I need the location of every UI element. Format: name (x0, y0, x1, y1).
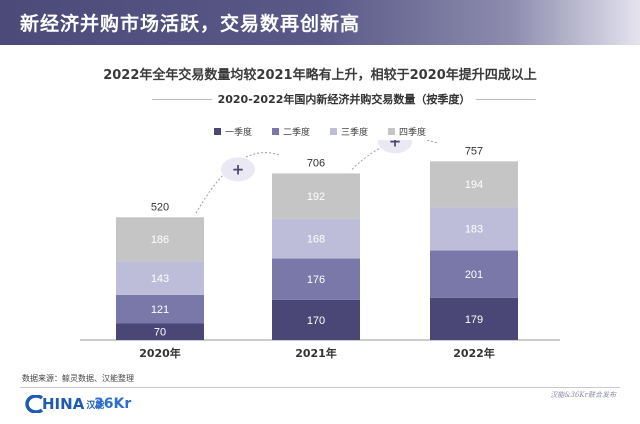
stacked-bar-chart: 70 121 143 186 520 2020年 170 176 168 192 706 2021年 1… (80, 140, 560, 360)
legend-swatch (330, 128, 337, 135)
data-label: 186 (151, 234, 169, 246)
china-renaissance-logo: HINA 汉能 (20, 394, 104, 414)
legend-item: 一季度 (213, 125, 252, 138)
data-label: 201 (465, 269, 483, 281)
growth-arrow (195, 152, 281, 214)
legend-swatch (388, 128, 396, 135)
legend-swatch (271, 128, 279, 135)
data-label: 168 (307, 234, 325, 246)
source-note: 数据来源：鲸灵数据、汉能整理 (22, 374, 134, 383)
headline: 2022年全年交易数量均较2021年略有上升，相较于2020年提升四成以上 (103, 68, 537, 83)
category-label: 2020年 (139, 346, 181, 360)
bar-segment (430, 250, 518, 298)
legend-label: 三季度 (341, 128, 369, 138)
bar-segment (116, 294, 204, 324)
bar-segment (272, 173, 360, 219)
china-logo-cjk: 汉能 (86, 400, 105, 411)
data-label: 194 (465, 179, 483, 191)
data-label: 170 (307, 315, 325, 327)
data-label: 70 (154, 327, 166, 339)
data-label: 192 (307, 191, 325, 203)
legend-item: 四季度 (388, 125, 426, 138)
data-label: 183 (465, 224, 483, 236)
legend-label: 四季度 (399, 128, 427, 138)
total-label: 520 (151, 201, 169, 213)
growth-arrow (351, 140, 439, 170)
category-label: 2021年 (295, 346, 337, 360)
bar-segment (430, 297, 518, 340)
bar-segment (272, 299, 360, 340)
growth-marker-bg (378, 140, 412, 154)
data-label: 143 (151, 273, 169, 285)
legend-item: 二季度 (271, 125, 310, 138)
header-banner: 新经济并购市场活跃，交易数再创新高 (0, 0, 640, 45)
footer-divider (20, 387, 620, 388)
bar-segment (272, 258, 360, 300)
bar-segment (272, 218, 360, 259)
bar-segment (116, 323, 204, 340)
bar-segment (430, 207, 518, 251)
legend-swatch (213, 128, 221, 135)
footer-note: 汉能&36Kr联合发布 (550, 391, 616, 399)
data-label: 179 (465, 314, 483, 326)
chart-subtitle-block: 2020-2022年国内新经济并购交易数量（按季度） (152, 89, 536, 113)
china-logo-text: HINA (42, 395, 85, 413)
chart-title: 2020-2022年国内新经济并购交易数量（按季度） (211, 93, 477, 106)
total-label: 706 (307, 157, 325, 169)
growth-marker-bg (221, 157, 255, 182)
36kr-logo: 36Kr (94, 396, 132, 412)
legend-item: 三季度 (330, 125, 368, 138)
legend-label: 一季度 (224, 128, 252, 138)
china-logo-c-icon (25, 395, 44, 413)
chart-legend: 一季度 二季度 三季度 四季度 (0, 125, 640, 138)
page-title: 新经济并购市场活跃，交易数再创新高 (20, 13, 361, 35)
data-label: 121 (151, 304, 169, 316)
bar-segment (116, 261, 204, 295)
category-label: 2022年 (453, 346, 495, 360)
legend-label: 二季度 (282, 128, 310, 138)
growth-plus-icon: + (232, 160, 245, 178)
bar-segment (430, 161, 518, 208)
bar-segment (116, 217, 204, 262)
total-label: 757 (465, 145, 483, 157)
data-label: 176 (307, 274, 325, 286)
growth-plus-icon: + (389, 140, 402, 150)
